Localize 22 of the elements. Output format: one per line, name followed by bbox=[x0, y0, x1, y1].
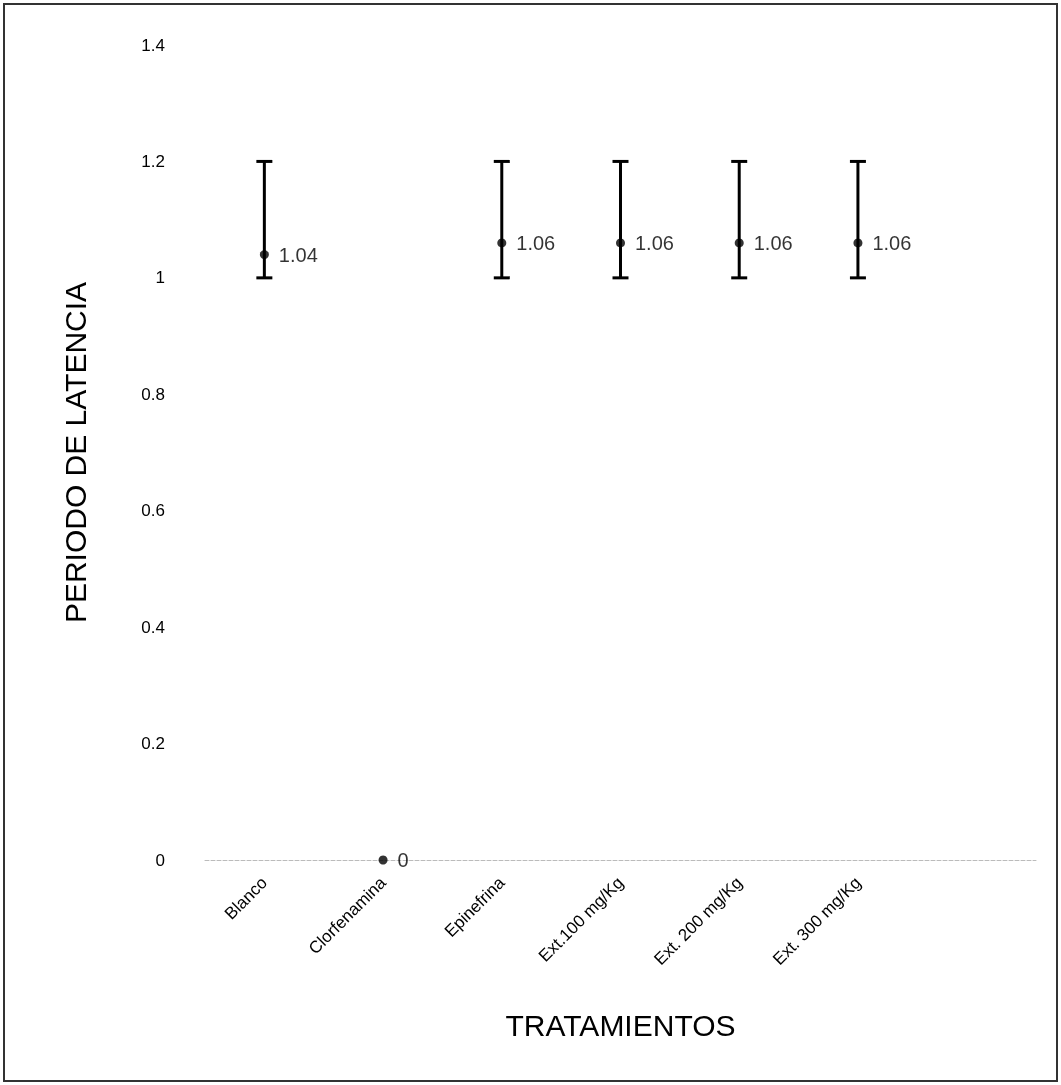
y-axis-title: PERIODO DE LATENCIA bbox=[58, 281, 92, 624]
y-tick-label: 1.2 bbox=[141, 151, 165, 171]
data-label: 1.06 bbox=[872, 231, 912, 254]
y-tick-label: 0.4 bbox=[141, 617, 165, 637]
y-tick-label: 0 bbox=[155, 850, 165, 870]
data-label: 1.04 bbox=[278, 243, 318, 266]
data-label: 1.06 bbox=[516, 231, 556, 254]
point bbox=[734, 238, 744, 248]
y-tick-label: 0.2 bbox=[141, 734, 165, 754]
data-label: 1.06 bbox=[635, 231, 674, 254]
data-label: 0 bbox=[397, 849, 409, 871]
y-tick-label: 1 bbox=[155, 268, 165, 288]
y-tick-label: 0.6 bbox=[141, 501, 165, 521]
point bbox=[378, 855, 388, 865]
y-tick-label: 1.4 bbox=[141, 35, 165, 55]
point bbox=[259, 250, 269, 260]
point bbox=[497, 238, 507, 248]
y-tick-label: 0.8 bbox=[141, 384, 165, 404]
point bbox=[616, 238, 625, 248]
point bbox=[853, 238, 863, 248]
data-label: 1.06 bbox=[753, 231, 793, 254]
x-axis-title: TRATAMIENTOS bbox=[505, 1008, 736, 1042]
